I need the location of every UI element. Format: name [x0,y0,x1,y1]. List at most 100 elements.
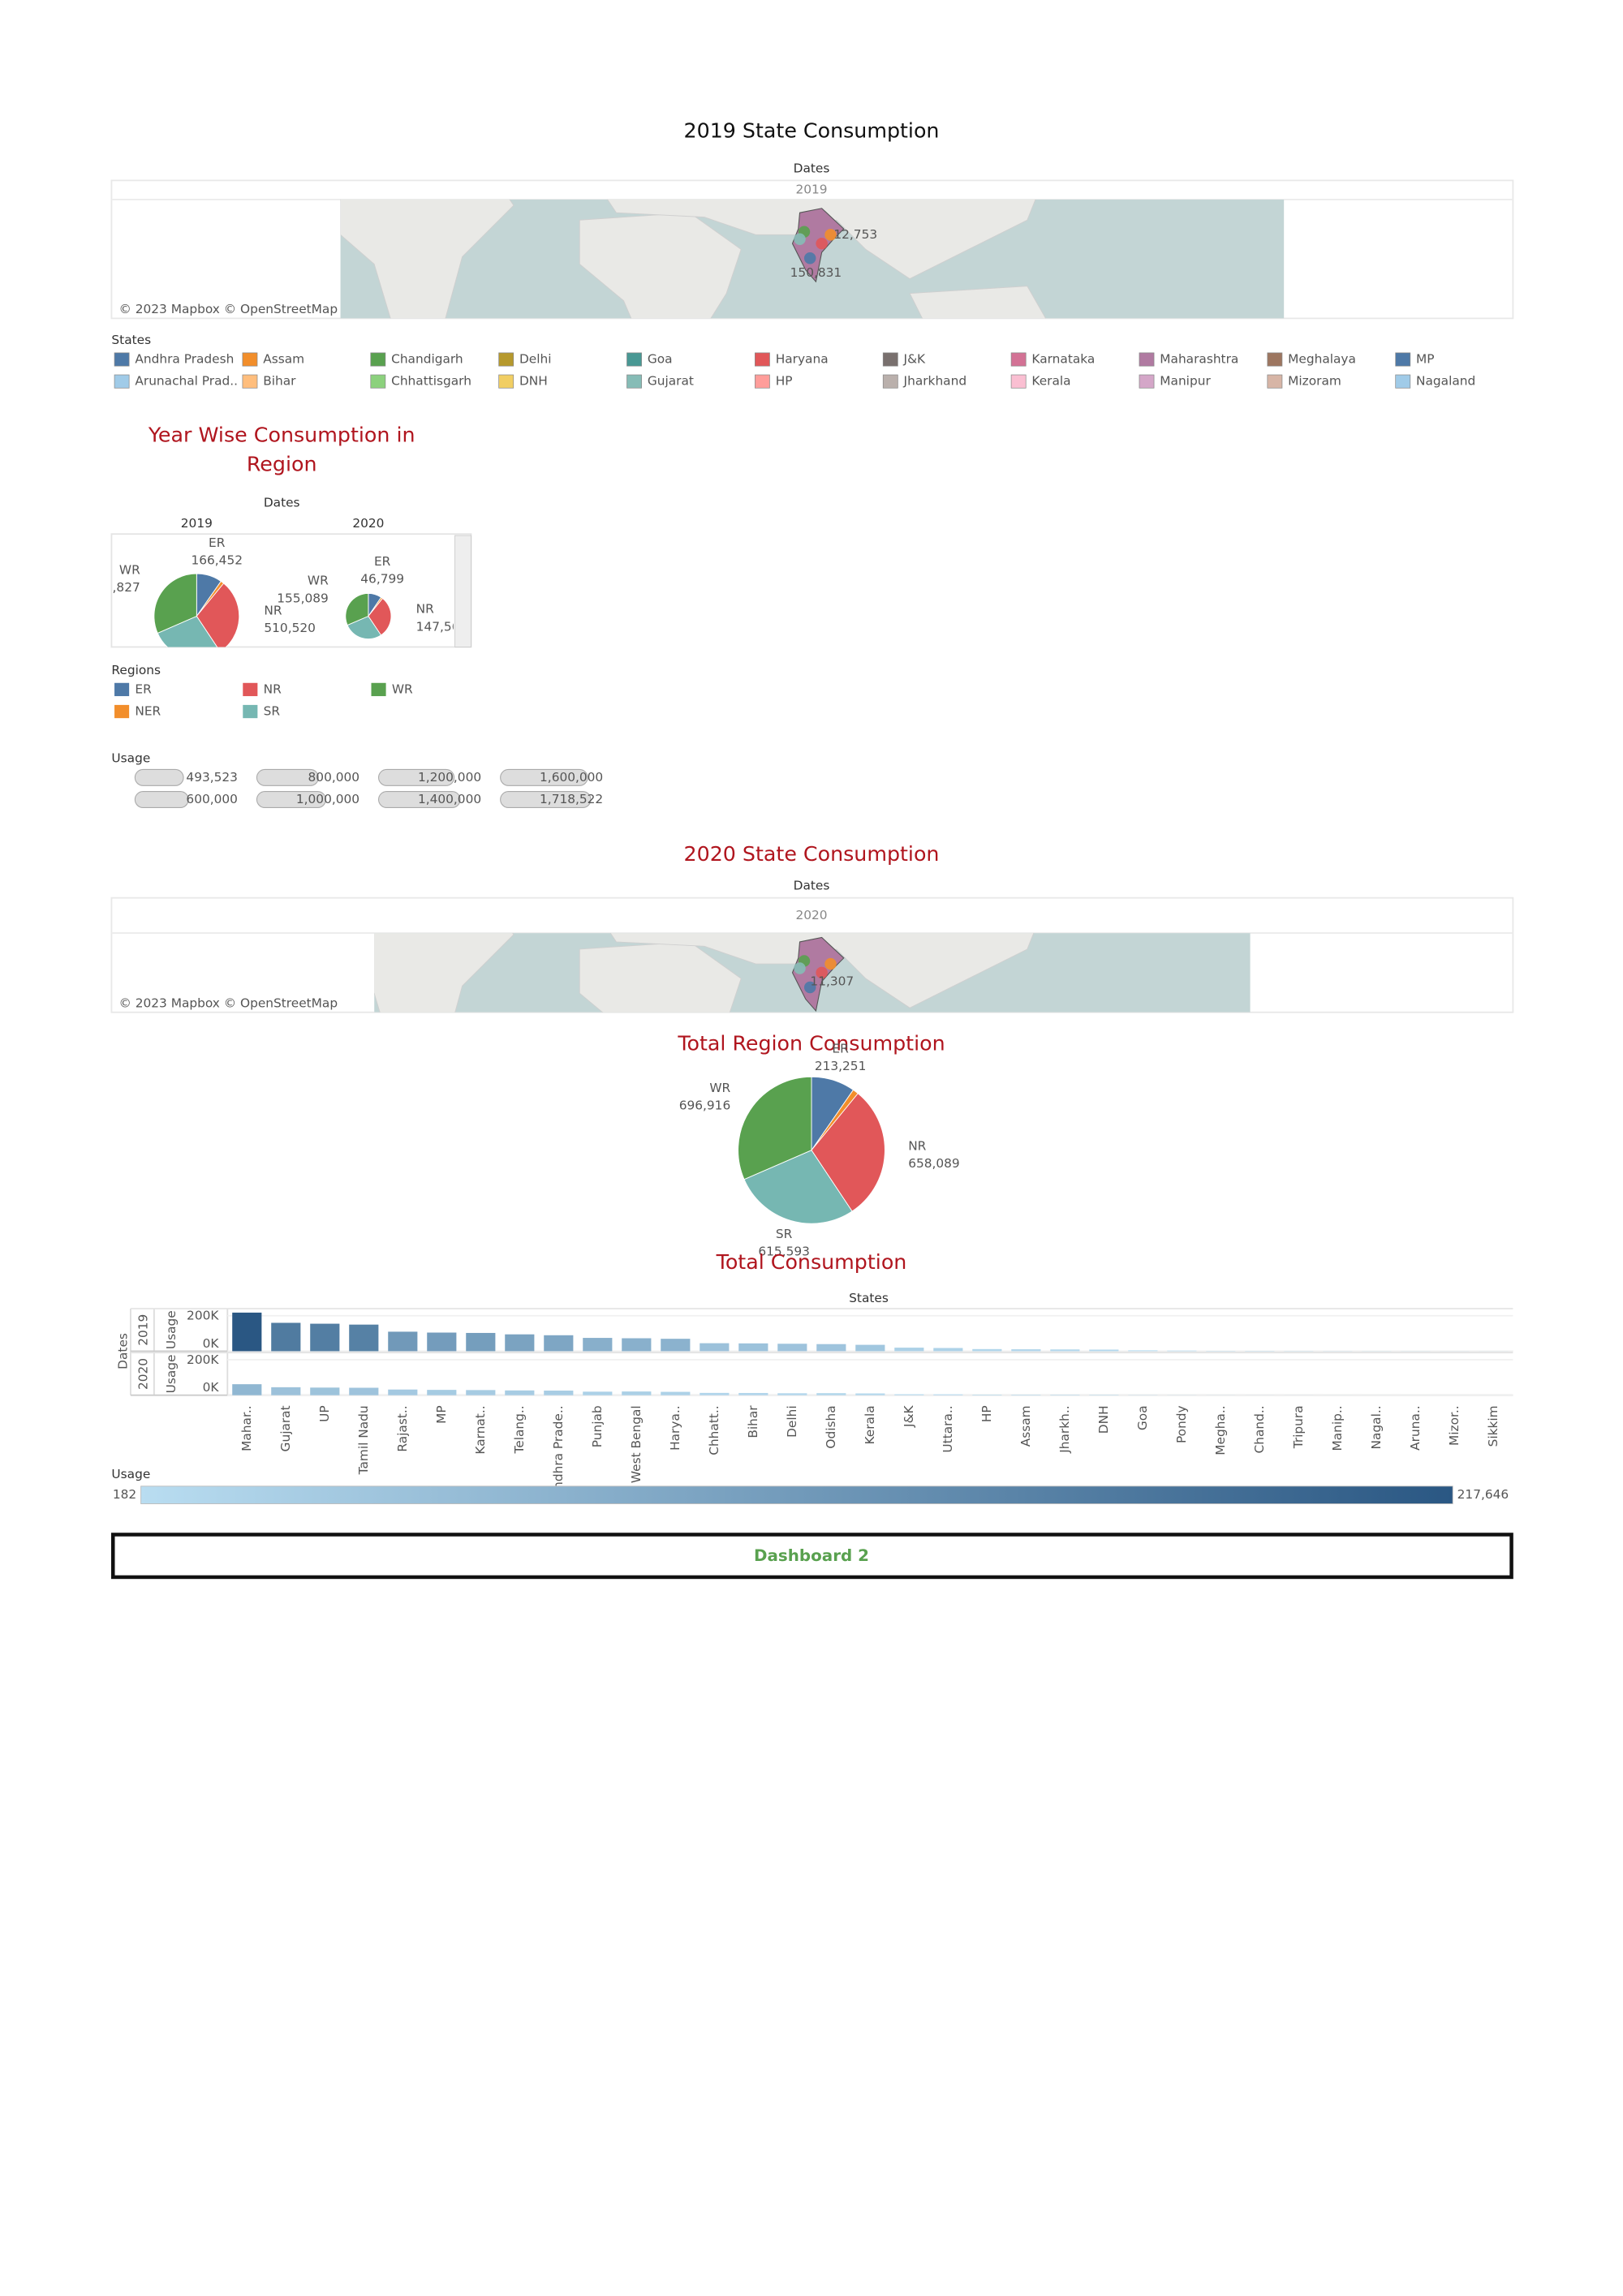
land [579,212,742,319]
size-label: 600,000 [186,792,238,806]
x-tick-label: DNH [1096,1405,1111,1434]
legend-swatch [1395,374,1411,389]
legend-swatch [1395,352,1411,367]
chart-title: Total Consumption [716,1250,907,1274]
legend-label: Karnataka [1031,352,1095,367]
legend-title: States [111,333,151,347]
land [374,933,514,1013]
legend-swatch [626,374,642,389]
legend-label: Bihar [263,374,296,389]
pie-slice [811,1093,885,1212]
land [579,941,742,1013]
legend-title: Regions [111,663,161,677]
x-tick-label: Odisha [824,1405,838,1448]
x-tick-label: Manip.. [1330,1405,1345,1451]
map-label: 11,307 [810,974,854,988]
legend-title: Usage [111,750,150,765]
bar [271,1322,301,1352]
india-region [803,981,816,994]
slice-category: NR [416,602,434,617]
legend-max: 217,646 [1457,1487,1509,1502]
x-tick-label: HP [979,1405,994,1422]
bar [1050,1349,1080,1352]
dashboard-button[interactable] [110,1533,1513,1580]
legend-label: Gujarat [648,374,694,389]
x-tick-label: Pondy [1174,1405,1189,1443]
legend-swatch [371,682,386,697]
column-header: Dates [264,496,300,510]
size-label: 1,718,522 [540,792,603,806]
slice-value: 658,089 [908,1156,960,1171]
size-swatch [134,791,189,809]
legend-swatch [370,352,386,367]
column-label: 2020 [795,908,827,922]
size-label: 1,400,000 [418,792,481,806]
x-tick-label: Telang.. [512,1405,527,1454]
bar [661,1391,691,1395]
legend-label: Assam [263,352,304,367]
bar [855,1344,885,1352]
legend-swatch [1139,352,1155,367]
india-region [803,252,816,264]
slice-category: WR [119,563,140,578]
bar [583,1391,613,1395]
x-tick-label: Nagal.. [1369,1405,1384,1449]
slice-value: 510,520 [264,621,316,635]
axis-title: Usage [164,1310,179,1349]
size-label: 1,000,000 [296,792,359,806]
bar [1089,1349,1119,1352]
bar [816,1393,846,1395]
legend-swatch [114,704,130,719]
map-label: 12,753 [833,227,877,242]
x-tick-label: Harya.. [668,1405,682,1451]
dashboard-button-label[interactable]: Dashboard 2 [754,1546,869,1565]
legend-label: DNH [519,374,548,389]
legend-label: HP [776,374,793,389]
slice-value: 696,916 [679,1099,731,1113]
bar [972,1348,1002,1352]
slice-category: WR [709,1081,730,1095]
row-label: 2020 [136,1358,151,1390]
bar [700,1392,730,1395]
legend-label: NR [264,681,282,696]
bar [1128,1350,1158,1352]
x-tick-label: Chhatt.. [707,1405,721,1455]
pie-slice [157,615,218,647]
size-swatch [256,768,319,786]
slice-category: SR [776,1227,793,1241]
legend-swatch [114,374,130,389]
legend-swatch [1267,374,1283,389]
x-tick-label: UP [317,1405,332,1422]
legend-label: Kerala [1031,374,1070,389]
slice-value: 213,251 [815,1059,867,1073]
legend-swatch [1010,374,1027,389]
map-title: 2019 State Consumption [684,119,940,143]
legend-swatch [498,352,514,367]
x-tick-label: Chand.. [1252,1405,1267,1453]
land [607,199,1036,280]
bar [310,1323,340,1352]
facet-label: 2019 [181,516,213,531]
row-header: Dates [115,1333,130,1369]
bar [427,1332,457,1352]
legend-label: Delhi [519,352,552,367]
bar [855,1393,885,1395]
legend-label: ER [135,681,152,696]
bar [388,1331,418,1352]
x-tick-label: Tripura [1291,1405,1306,1449]
land [609,933,1035,1008]
bar [1011,1349,1041,1352]
bar [894,1394,924,1395]
chart-title: Total Region Consumption [677,1032,945,1056]
bar [505,1390,535,1395]
legend-swatch [626,352,642,367]
legend-label: Meghalaya [1288,352,1356,367]
x-tick-label: Mahar.. [239,1405,254,1451]
map-attribution: © 2023 Mapbox © OpenStreetMap [118,302,338,316]
bar [388,1389,418,1395]
x-tick-label: Megha.. [1213,1405,1228,1455]
legend-swatch [242,352,258,367]
x-tick-label: Aruna.. [1408,1405,1423,1450]
x-tick-label: Bihar [746,1405,760,1438]
column-label: 2019 [795,183,827,197]
